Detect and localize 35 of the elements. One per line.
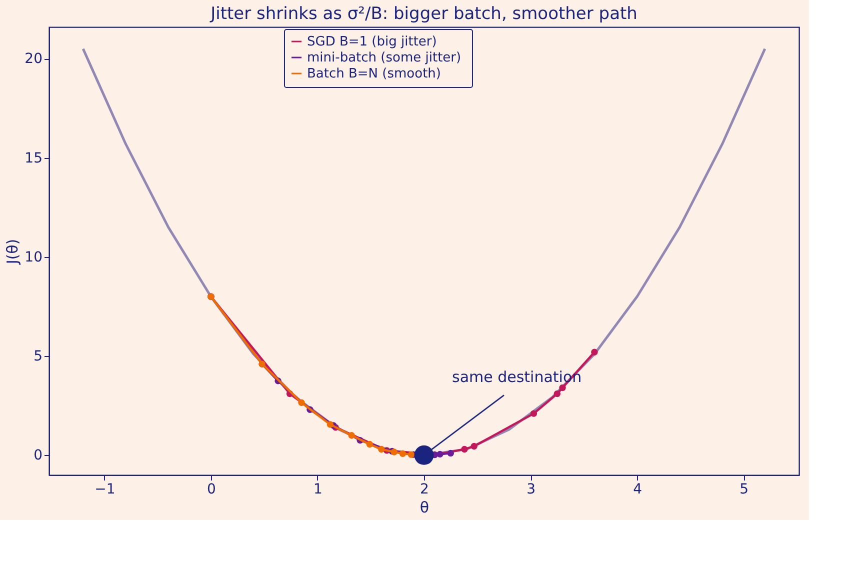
point — [378, 446, 385, 453]
legend-label: mini-batch (some jitter) — [307, 50, 462, 66]
point — [559, 384, 566, 392]
x-tick-label: 5 — [740, 482, 749, 498]
x-tick-label: −1 — [94, 482, 116, 498]
x-tick-label: 2 — [420, 482, 429, 498]
point — [414, 445, 434, 465]
point — [470, 442, 478, 450]
legend-label: SGD B=1 (big jitter) — [307, 34, 437, 50]
y-tick-label: 10 — [24, 249, 42, 266]
x-axis-title: θ — [420, 498, 430, 516]
point — [326, 421, 334, 428]
point — [436, 450, 444, 458]
x-tick-label: 4 — [633, 482, 642, 498]
y-tick-label: 15 — [24, 150, 42, 166]
x-tick-label: 1 — [314, 482, 322, 498]
x-tick-label: 0 — [206, 482, 216, 498]
point — [591, 348, 598, 356]
point — [530, 410, 538, 417]
legend-label: Batch B=N (smooth) — [307, 66, 441, 82]
point — [298, 399, 305, 406]
y-tick-label: 0 — [34, 448, 42, 464]
x-tick-label: 3 — [526, 482, 536, 498]
point — [554, 390, 561, 398]
point — [399, 450, 406, 457]
point — [447, 450, 454, 457]
point — [461, 446, 468, 453]
point — [408, 451, 415, 458]
chart-title: Jitter shrinks as σ²/B: bigger batch, smoother path — [210, 4, 638, 24]
y-tick-label: 20 — [24, 51, 42, 68]
point — [348, 432, 355, 439]
point — [366, 440, 374, 448]
y-tick-label: 5 — [34, 348, 42, 365]
y-axis-title: J(θ) — [4, 238, 22, 266]
point — [390, 448, 398, 456]
